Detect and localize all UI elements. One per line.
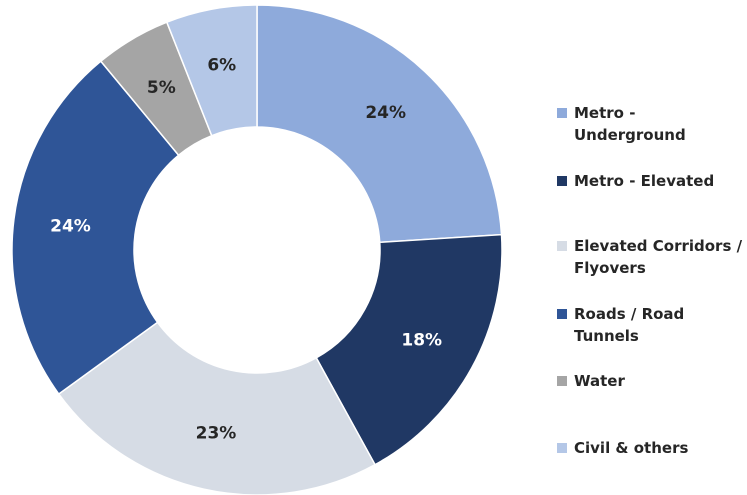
legend-label: Elevated Corridors / Flyovers [574,237,743,277]
legend-item: Metro - Elevated [557,170,745,192]
donut-slice [11,60,180,396]
legend-item: Water [557,370,745,392]
donut-slice [165,4,258,137]
donut-slice [256,4,503,244]
legend-swatch [557,443,567,453]
data-label: 6% [207,55,236,75]
legend-swatch [557,241,567,251]
data-label: 24% [365,103,406,123]
data-label: 5% [147,78,176,98]
legend-swatch [557,108,567,118]
donut-slice [315,233,503,466]
legend-label: Water [574,372,625,390]
legend-item: Metro - Underground [557,102,745,146]
legend-label: Metro - Elevated [574,172,715,190]
legend-swatch [557,376,567,386]
legend-label: Roads / Road Tunnels [574,305,685,345]
legend-label: Civil & others [574,439,689,457]
data-label: 24% [50,216,91,236]
donut-slice [57,321,377,495]
legend-swatch [557,309,567,319]
data-label: 23% [196,423,237,443]
legend-label: Metro - Underground [574,104,686,144]
legend-item: Roads / Road Tunnels [557,303,745,347]
legend-item: Civil & others [557,437,745,459]
legend-item: Elevated Corridors / Flyovers [557,235,745,279]
legend-swatch [557,176,567,186]
data-label: 18% [401,331,442,351]
